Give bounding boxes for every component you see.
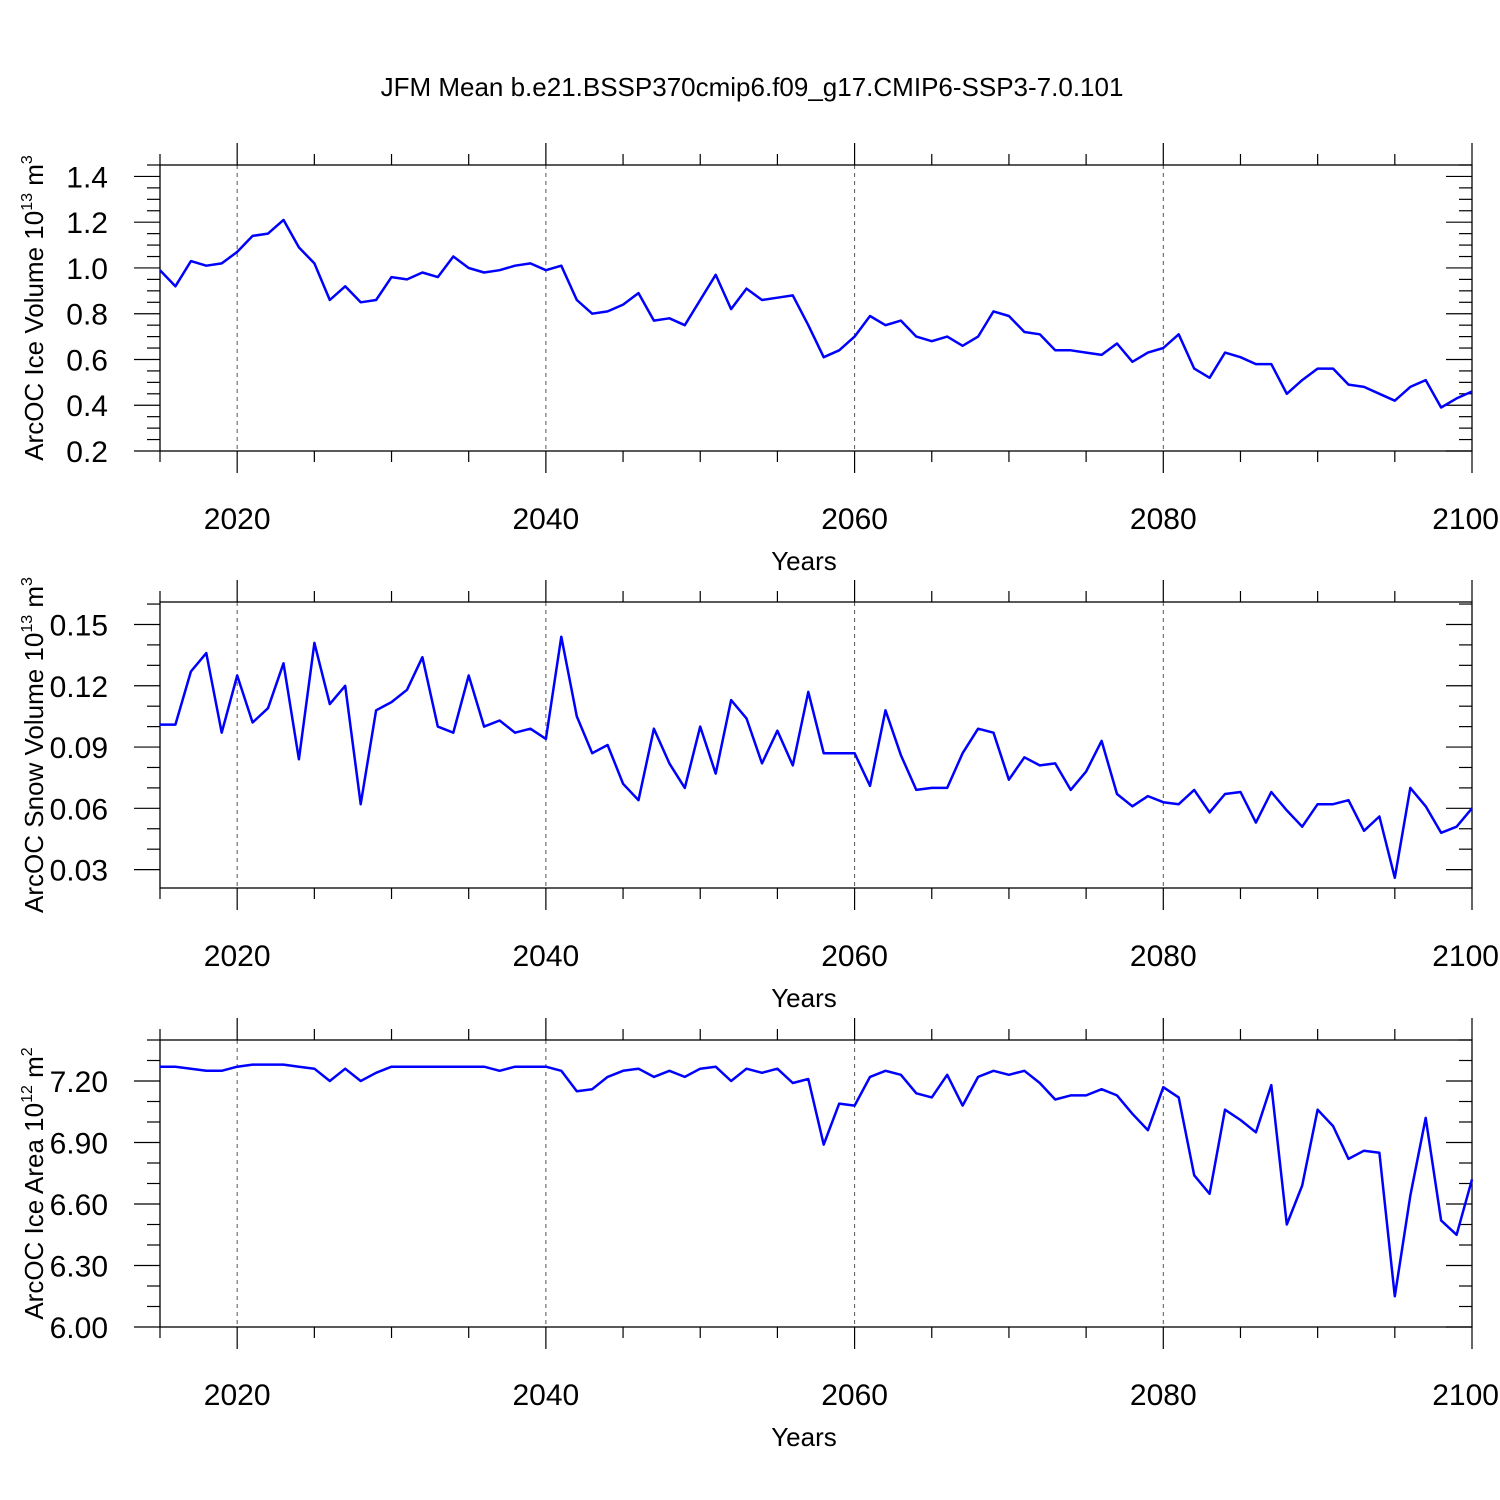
y-tick-label: 6.00 <box>50 1312 108 1345</box>
y-tick-label: 0.12 <box>50 671 108 704</box>
y-tick-label: 1.0 <box>66 253 108 286</box>
y-axis-label: ArcOC Snow Volume 1013 m3 <box>19 577 49 913</box>
x-tick-label: 2080 <box>1130 503 1197 536</box>
x-tick-label: 2060 <box>821 503 888 536</box>
y-tick-label: 1.4 <box>66 161 108 194</box>
y-tick-label: 0.2 <box>66 436 108 469</box>
plot-frame <box>159 164 1473 452</box>
x-tick-label: 2020 <box>204 1379 271 1412</box>
y-axis-label: ArcOC Ice Area 1012 m2 <box>19 1047 49 1319</box>
y-tick-label: 6.30 <box>50 1251 108 1284</box>
x-tick-label: 2020 <box>204 940 271 973</box>
panel-3: 2020 2040 2060 2080 2100 6.00 6.30 6.60 6.90 7.20… <box>19 1018 1499 1452</box>
y-axis-label-unit: m <box>19 164 49 193</box>
x-tick-label: 2100 <box>1432 503 1499 536</box>
plot-frame <box>159 601 1473 889</box>
y-axis-label-exponent: 13 <box>19 193 36 211</box>
y-axis-label-unit: m <box>19 1056 49 1085</box>
y-axis-label-exponent: 12 <box>19 1085 36 1103</box>
y-tick-label: 0.8 <box>66 299 108 332</box>
x-axis-label: Years <box>771 1422 837 1452</box>
y-axis-label-unit: m <box>19 586 49 615</box>
x-tick-label: 2060 <box>821 940 888 973</box>
y-tick-label: 0.06 <box>50 793 108 826</box>
y-tick-label: 0.4 <box>66 390 108 423</box>
y-tick-label: 7.20 <box>50 1066 108 1099</box>
x-tick-label: 2100 <box>1432 1379 1499 1412</box>
series-line <box>160 1063 1474 1298</box>
y-tick-label: 0.09 <box>50 732 108 765</box>
series-line <box>160 635 1473 880</box>
x-tick-label: 2040 <box>513 940 580 973</box>
y-tick-label: 6.60 <box>50 1189 108 1222</box>
x-axis-label: Years <box>771 983 837 1013</box>
y-axis-label-main: ArcOC Ice Area 10 <box>19 1103 49 1320</box>
y-tick-label: 0.03 <box>50 855 108 888</box>
x-tick-label: 2040 <box>513 503 580 536</box>
y-axis-label-exponent: 13 <box>19 615 36 633</box>
y-axis-label-main: ArcOC Snow Volume 10 <box>19 633 49 913</box>
x-axis-label: Years <box>771 546 837 576</box>
x-tick-label: 2040 <box>513 1379 580 1412</box>
plot-frame <box>159 1039 1473 1328</box>
y-axis-label-unit-exponent: 3 <box>19 155 36 164</box>
x-tick-label: 2080 <box>1130 940 1197 973</box>
y-tick-label: 0.15 <box>50 609 108 642</box>
x-tick-label: 2100 <box>1432 940 1499 973</box>
series-line <box>159 218 1473 409</box>
x-tick-label: 2080 <box>1130 1379 1197 1412</box>
y-tick-label: 0.6 <box>66 344 108 377</box>
y-tick-label: 6.90 <box>50 1128 108 1161</box>
y-axis-label-main: ArcOC Ice Volume 10 <box>19 211 49 461</box>
panel-2: 2020 2040 2060 2080 2100 0.03 0.06 0.09 0.12 0.15… <box>19 577 1499 1013</box>
y-axis-label: ArcOC Ice Volume 1013 m3 <box>19 155 49 461</box>
y-axis-label-unit-exponent: 2 <box>19 1047 36 1056</box>
x-tick-label: 2060 <box>821 1379 888 1412</box>
panel-1: 2020 2040 2060 2080 2100 0.2 0.4 0.6 0.8 1.0 1.2 1.… <box>19 143 1499 576</box>
y-axis-label-unit-exponent: 3 <box>19 577 36 586</box>
x-tick-label: 2020 <box>204 503 271 536</box>
figure-title: JFM Mean b.e21.BSSP370cmip6.f09_g17.CMIP… <box>381 72 1124 102</box>
y-tick-label: 1.2 <box>66 207 108 240</box>
